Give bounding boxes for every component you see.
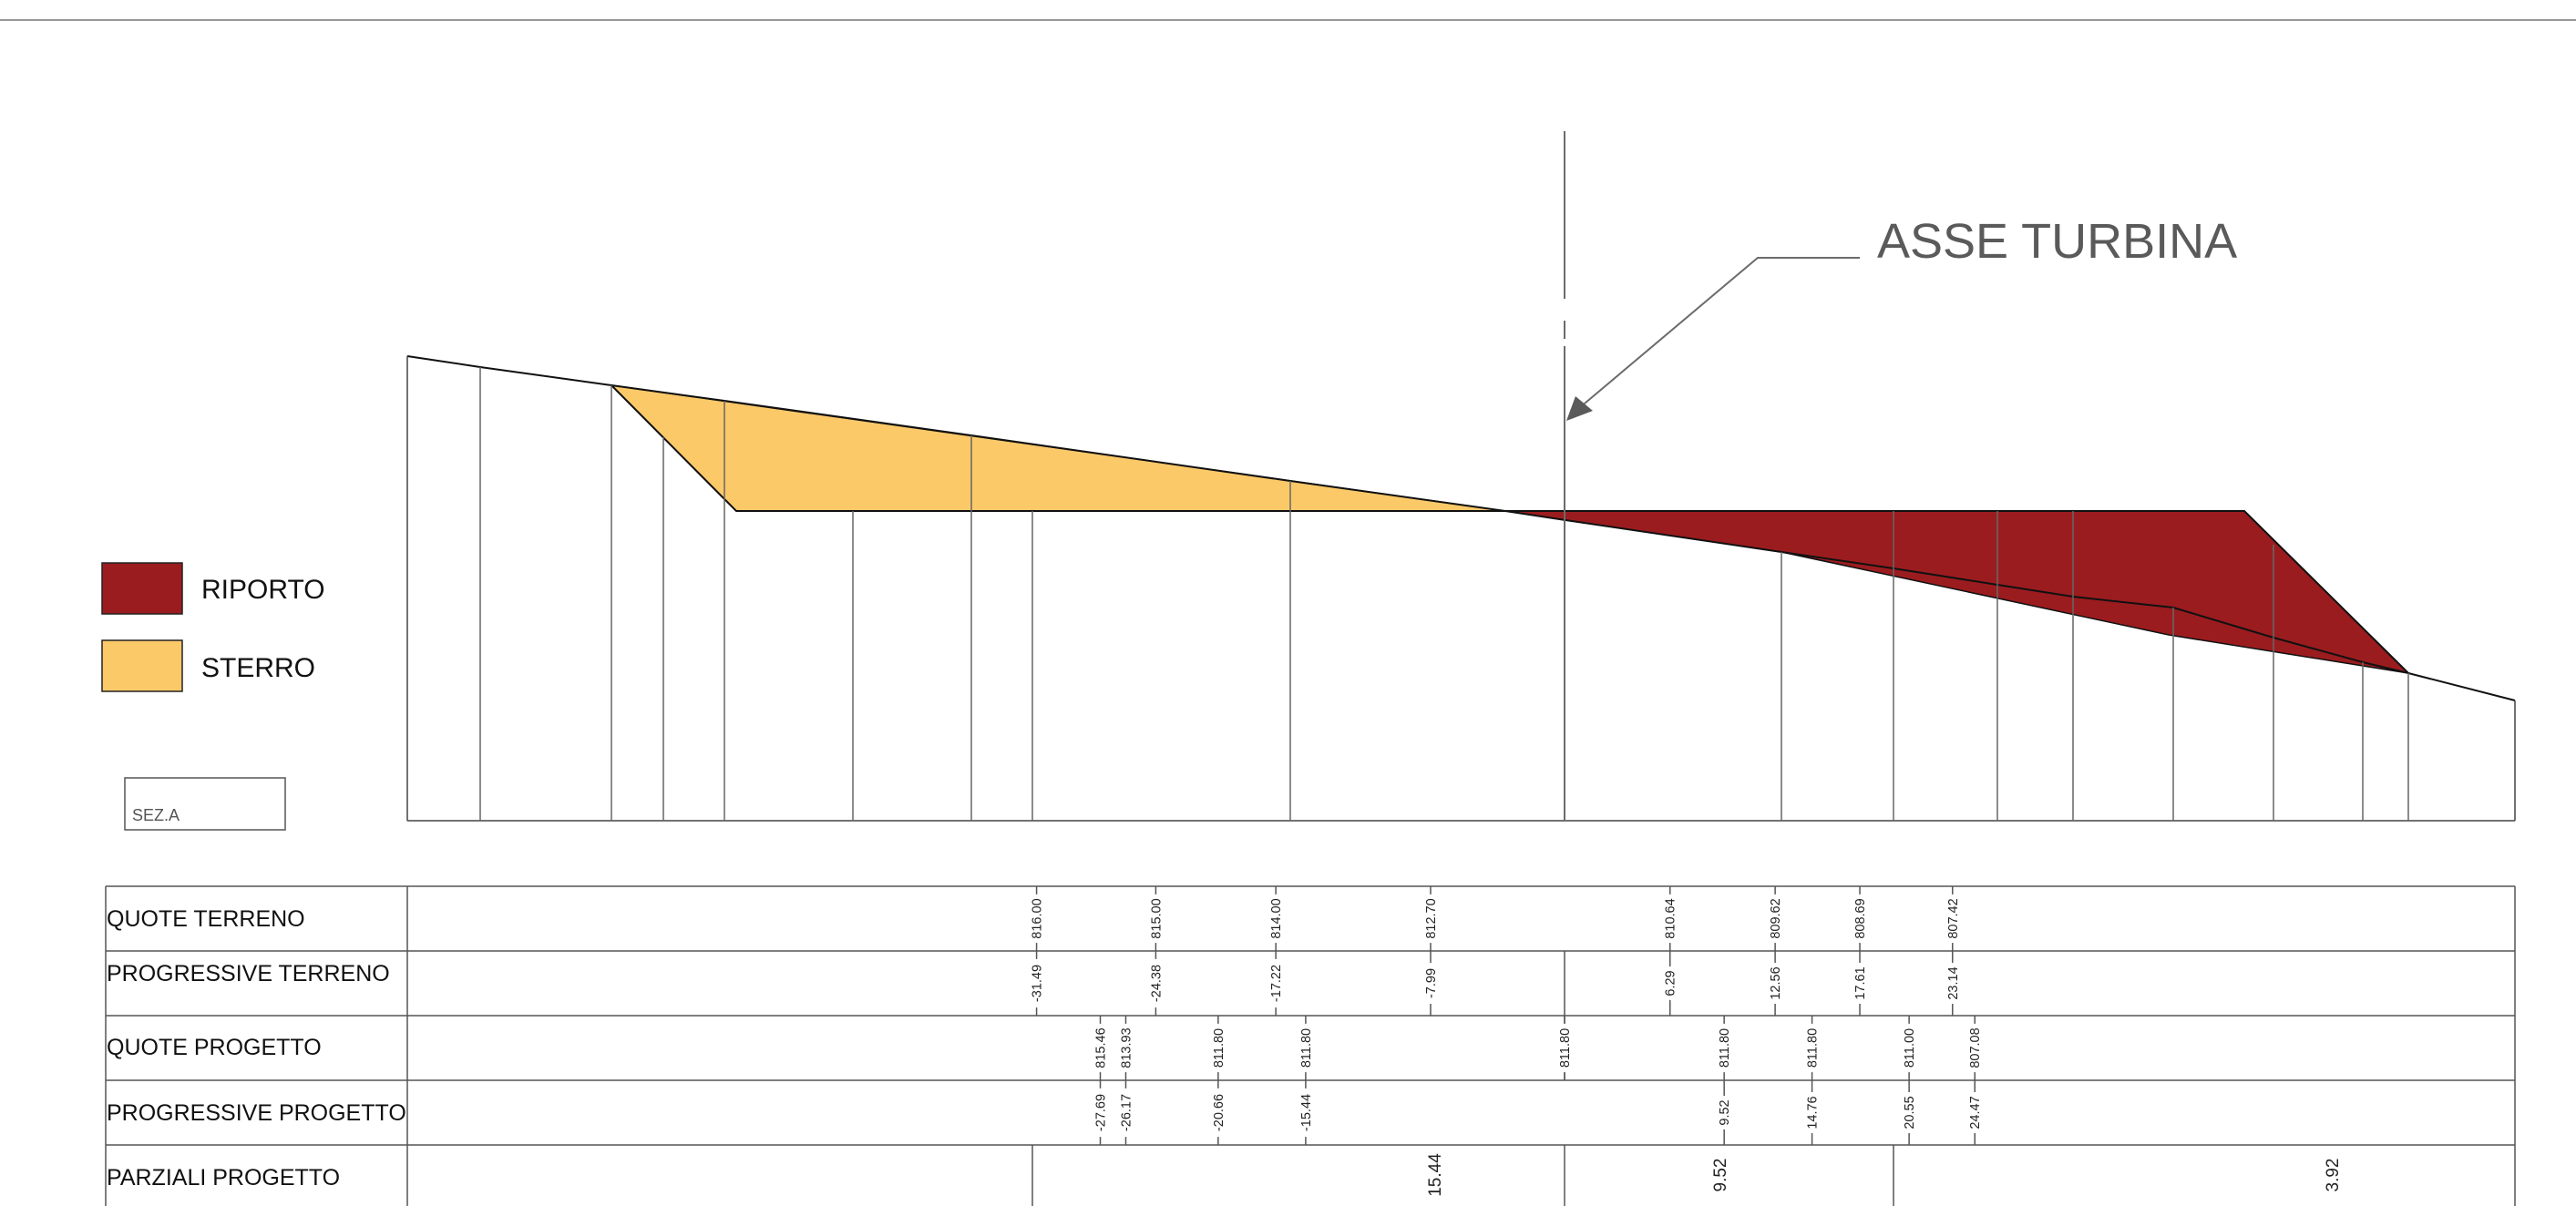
- quote-progetto-label: 811.80: [1299, 1028, 1314, 1068]
- quote-terreno-label: 812.70: [1424, 898, 1439, 938]
- table-ticks: 816.00 -31.49 815.00 -24.38 814.00 -17.22 812.…: [1028, 886, 2343, 1197]
- parziali-progetto-label: 9.52: [1711, 1159, 1730, 1192]
- progressive-progetto-label-background: [1716, 1096, 1733, 1129]
- quote-progetto-label-background: [1092, 1023, 1109, 1073]
- legend-swatch-sterro: [101, 639, 183, 692]
- quote-progetto-label: 811.00: [1903, 1028, 1917, 1068]
- progressive-terreno-label-background: [1661, 966, 1678, 1000]
- progressive-progetto-label-background: [1092, 1088, 1109, 1138]
- quote-progetto-label: 811.80: [1558, 1028, 1573, 1068]
- progressive-terreno-label: 23.14: [1946, 966, 1961, 999]
- progressive-terreno-label: 17.61: [1853, 966, 1868, 999]
- progressive-progetto-label-background: [1966, 1092, 1984, 1133]
- quote-progetto-label-background: [1209, 1023, 1226, 1073]
- quote-terreno-label: 810.64: [1664, 898, 1678, 938]
- quote-terreno-label-background: [1767, 894, 1784, 944]
- leader-line: [1578, 257, 1860, 409]
- quote-terreno-label: 814.00: [1269, 898, 1284, 938]
- progressive-terreno-label-background: [1852, 963, 1869, 1004]
- row-label-progressive-progetto: PROGRESSIVE PROGETTO: [107, 1100, 406, 1126]
- row-label-progressive-terreno: PROGRESSIVE TERRENO: [107, 961, 390, 986]
- progressive-terreno-label: -31.49: [1031, 965, 1045, 1002]
- row-label-quote-terreno: QUOTE TERRENO: [107, 906, 305, 932]
- quote-terreno-label: 808.69: [1853, 898, 1868, 938]
- row-label-parziali-progetto: PARZIALI PROGETTO: [107, 1165, 340, 1191]
- progressive-terreno-label-background: [1421, 963, 1439, 1004]
- progressive-progetto-label: -20.66: [1212, 1094, 1226, 1131]
- progressive-progetto-label: 20.55: [1903, 1096, 1917, 1129]
- quote-terreno-label: 815.00: [1149, 898, 1164, 938]
- quote-terreno-label-background: [1267, 894, 1285, 944]
- progressive-progetto-label: -26.17: [1119, 1094, 1134, 1131]
- progressive-progetto-label-background: [1117, 1088, 1134, 1138]
- quote-terreno-label-background: [1421, 894, 1439, 944]
- progressive-terreno-label: -7.99: [1424, 968, 1439, 998]
- quote-progetto-label: 811.80: [1212, 1028, 1226, 1068]
- legend-label-sterro: STERRO: [201, 653, 315, 683]
- progressive-progetto-label-background: [1803, 1092, 1821, 1133]
- progressive-terreno-label: 12.56: [1769, 966, 1783, 999]
- quote-terreno-label: 809.62: [1769, 898, 1783, 938]
- quote-progetto-label-background: [1556, 1023, 1573, 1073]
- quote-terreno-label-background: [1028, 894, 1045, 944]
- progressive-progetto-label-background: [1297, 1088, 1314, 1138]
- progressive-progetto-label-background: [1901, 1092, 1918, 1133]
- quote-progetto-label: 813.93: [1119, 1027, 1134, 1068]
- progressive-progetto-label: -27.69: [1094, 1094, 1109, 1131]
- parziali-progetto-label: 3.92: [2324, 1159, 2343, 1192]
- quote-progetto-label-background: [1966, 1023, 1984, 1073]
- progressive-terreno-label-background: [1767, 963, 1784, 1004]
- quote-terreno-label-background: [1944, 894, 1961, 944]
- quote-terreno-label-background: [1661, 894, 1678, 944]
- quote-progetto-label: 807.08: [1968, 1027, 1983, 1068]
- progressive-progetto-label: 9.52: [1718, 1099, 1732, 1125]
- progressive-terreno-label-background: [1147, 958, 1165, 1008]
- data-table: QUOTE TERRENO PROGRESSIVE TERRENO QUOTE …: [105, 885, 2516, 1206]
- quote-progetto-label-background: [1803, 1023, 1821, 1073]
- axis-label: ASSE TURBINA: [1877, 214, 2237, 269]
- quote-progetto-label-background: [1297, 1023, 1314, 1073]
- quote-progetto-label-background: [1901, 1023, 1918, 1073]
- quote-progetto-label-background: [1117, 1023, 1134, 1073]
- quote-terreno-label: 816.00: [1031, 898, 1045, 938]
- row-label-quote-progetto: QUOTE PROGETTO: [107, 1035, 322, 1060]
- progressive-terreno-label: -17.22: [1269, 965, 1284, 1002]
- quote-progetto-label: 811.80: [1718, 1028, 1732, 1068]
- progressive-progetto-label-background: [1209, 1088, 1226, 1138]
- progressive-terreno-label: 6.29: [1664, 970, 1678, 996]
- quote-progetto-label: 815.46: [1094, 1027, 1109, 1068]
- section-box: SEZ.A: [124, 777, 286, 831]
- parziali-progetto-label: 15.44: [1426, 1153, 1445, 1197]
- legend-swatch-riporto: [101, 562, 183, 615]
- section-verticals: [479, 367, 2409, 821]
- quote-progetto-label: 811.80: [1806, 1028, 1821, 1068]
- table-grid: [105, 885, 2516, 1206]
- axis-leader: ASSE TURBINA: [1566, 214, 2237, 421]
- section-box-frame: [124, 777, 286, 831]
- section-label: SEZ.A: [132, 806, 180, 824]
- design-line: [611, 384, 2409, 674]
- progressive-progetto-label: 24.47: [1968, 1096, 1983, 1129]
- progressive-terreno-label: -24.38: [1149, 965, 1164, 1002]
- legend: RIPORTO STERRO: [101, 562, 325, 692]
- leader-arrowhead-icon: [1566, 396, 1593, 421]
- legend-label-riporto: RIPORTO: [201, 575, 325, 605]
- quote-terreno-label-background: [1852, 894, 1869, 944]
- quote-terreno-label-background: [1147, 894, 1165, 944]
- progressive-terreno-label-background: [1028, 958, 1045, 1008]
- quote-progetto-label-background: [1716, 1023, 1733, 1073]
- progressive-progetto-label: 14.76: [1806, 1096, 1821, 1129]
- quote-terreno-label: 807.42: [1946, 898, 1961, 938]
- progressive-terreno-label-background: [1944, 963, 1961, 1004]
- progressive-progetto-label: -15.44: [1299, 1094, 1314, 1131]
- profile-area: [406, 131, 2516, 822]
- progressive-terreno-label-background: [1267, 958, 1285, 1008]
